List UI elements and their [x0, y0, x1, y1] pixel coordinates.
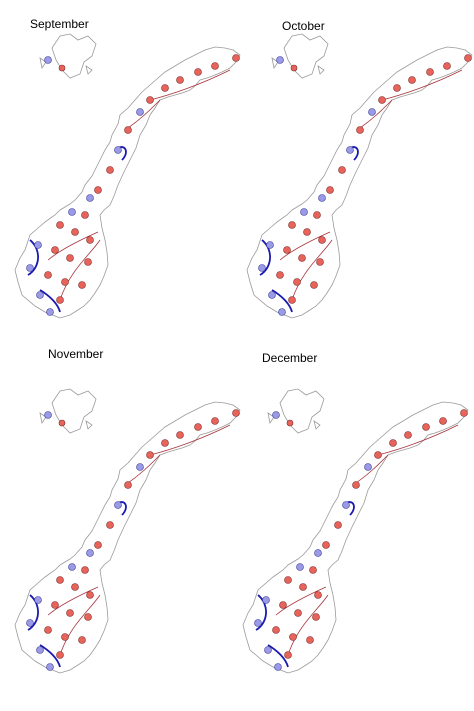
- panel-title: November: [48, 347, 103, 361]
- panel-title: October: [282, 19, 325, 33]
- december-map: [242, 388, 469, 674]
- october-map: [246, 33, 473, 319]
- november-map: [14, 388, 241, 674]
- panel-title: December: [262, 351, 317, 365]
- september-map: [14, 33, 241, 319]
- panel-title: September: [30, 17, 89, 31]
